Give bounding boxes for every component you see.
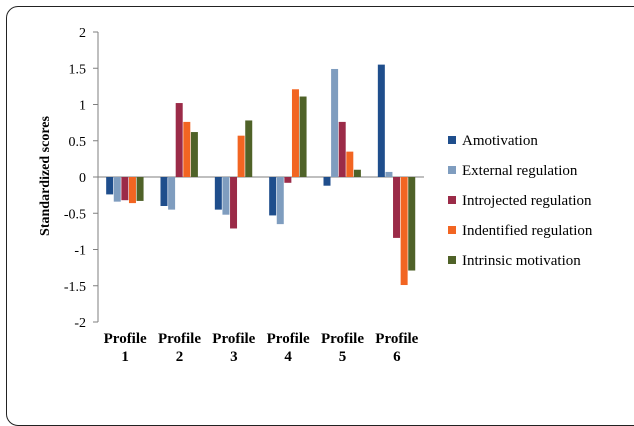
bar-indentified-regulation-profile-2 (183, 121, 191, 177)
y-tick-label: 2 (79, 26, 86, 41)
legend-swatch (448, 136, 456, 144)
y-tick-label: -1 (74, 244, 86, 259)
bar-introjected-regulation-profile-1 (121, 177, 129, 201)
y-tick-label: -1.5 (64, 280, 86, 295)
bar-amotivation-profile-1 (106, 177, 114, 195)
bar-intrinsic-motivation-profile-5 (353, 169, 361, 177)
x-category-label-2: Profile 2 (158, 331, 201, 365)
y-tick-label: 1 (79, 99, 86, 114)
bar-introjected-regulation-profile-6 (393, 177, 401, 238)
chart-frame (6, 6, 634, 426)
x-category-label-3: Profile 3 (212, 331, 255, 365)
bar-external-regulation-profile-6 (385, 171, 393, 177)
bar-external-regulation-profile-5 (331, 68, 339, 177)
bar-intrinsic-motivation-profile-1 (136, 177, 144, 201)
legend-label: Amotivation (462, 133, 538, 149)
bar-intrinsic-motivation-profile-3 (245, 120, 253, 177)
legend: Amotivation External regulation Introjecte… (448, 133, 593, 269)
x-category-label-5: Profile 5 (321, 331, 364, 365)
legend-swatch (448, 226, 456, 234)
bar-external-regulation-profile-1 (113, 177, 121, 202)
bar-introjected-regulation-profile-2 (175, 103, 183, 177)
bar-external-regulation-profile-2 (168, 177, 176, 210)
legend-label: Introjected regulation (462, 193, 592, 209)
y-tick-label: -0.5 (64, 207, 86, 222)
x-category-label-1: Profile 1 (104, 331, 147, 365)
bar-introjected-regulation-profile-3 (230, 177, 238, 229)
bar-introjected-regulation-profile-5 (338, 121, 346, 177)
bar-indentified-regulation-profile-6 (400, 177, 408, 286)
bar-intrinsic-motivation-profile-6 (408, 177, 416, 271)
bar-introjected-regulation-profile-4 (284, 177, 292, 183)
y-tick-label: 0 (79, 171, 86, 186)
legend-swatch (448, 196, 456, 204)
bar-indentified-regulation-profile-5 (346, 151, 354, 177)
bar-chart: 2 1.5 1 0.5 0 -0.5 -1 -1.5 -2 Profile 1 Profile 2 Pr… (38, 26, 593, 365)
y-tick-label: -2 (74, 316, 86, 331)
legend-swatch (448, 256, 456, 264)
bar-external-regulation-profile-3 (222, 177, 230, 215)
bar-external-regulation-profile-4 (276, 177, 284, 225)
bar-amotivation-profile-4 (269, 177, 277, 216)
y-axis-label: Standardized scores (38, 116, 53, 236)
y-tick-label: 0.5 (69, 135, 87, 150)
x-category-label-4: Profile 4 (267, 331, 310, 365)
y-tick-label: 1.5 (69, 62, 87, 77)
bar-intrinsic-motivation-profile-4 (299, 96, 307, 177)
bar-indentified-regulation-profile-1 (128, 177, 136, 204)
legend-swatch (448, 166, 456, 174)
bar-indentified-regulation-profile-4 (291, 89, 299, 177)
bar-amotivation-profile-2 (160, 177, 168, 206)
legend-label: Indentified regulation (462, 223, 593, 239)
legend-label: External regulation (462, 163, 578, 179)
x-category-label-6: Profile 6 (375, 331, 418, 365)
bar-amotivation-profile-3 (214, 177, 222, 210)
bar-intrinsic-motivation-profile-2 (190, 132, 198, 177)
bar-amotivation-profile-6 (377, 64, 385, 177)
bar-indentified-regulation-profile-3 (237, 135, 245, 177)
bar-amotivation-profile-5 (323, 177, 331, 186)
legend-label: Intrinsic motivation (462, 253, 581, 269)
